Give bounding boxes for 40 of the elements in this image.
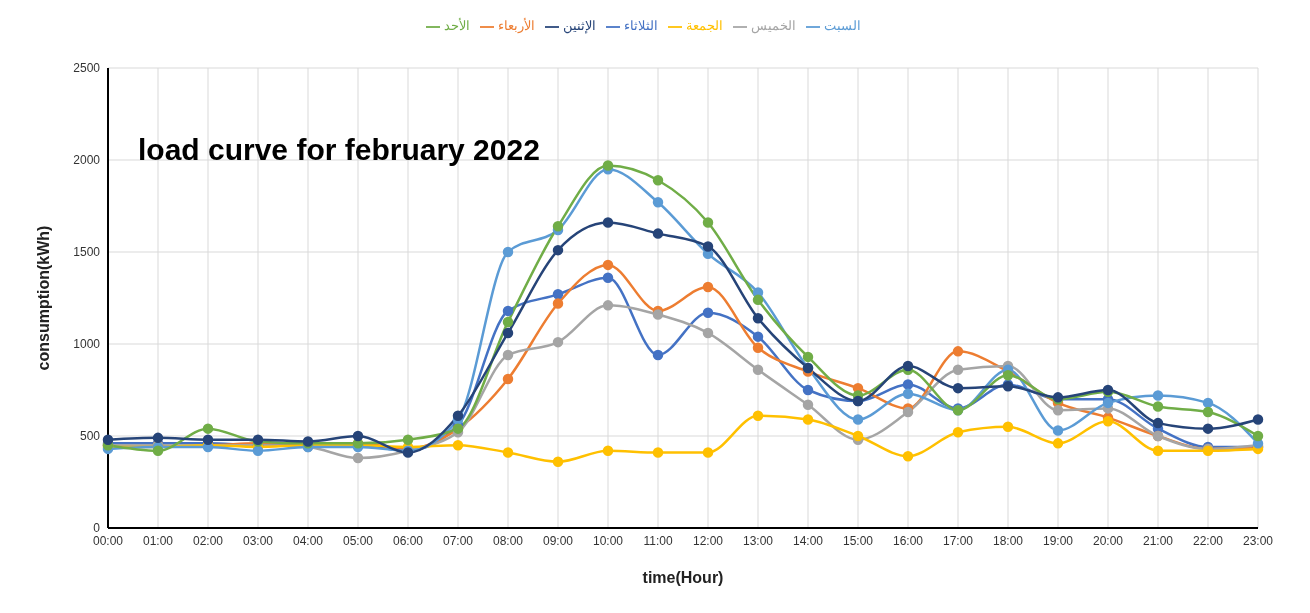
legend-label: الثلاثاء xyxy=(623,18,658,33)
x-tick-label: 01:00 xyxy=(142,533,174,548)
text: load curve for february 2022 xyxy=(138,133,540,167)
y-tick-label: 1500 xyxy=(73,245,101,260)
x-tick-label: 22:00 xyxy=(1192,533,1224,548)
x-tick-label: 04:00 xyxy=(292,533,324,548)
y-tick-label: 500 xyxy=(79,429,101,444)
x-tick-label: 06:00 xyxy=(392,533,424,548)
legend-label: الأحد xyxy=(443,18,470,33)
x-tick-label: 23:00 xyxy=(1242,533,1274,548)
y-axis-title: consumption(kWh) xyxy=(34,225,52,371)
legend-label: الإثنين xyxy=(562,18,596,33)
y-tick-label: 1000 xyxy=(73,337,101,352)
x-tick-label: 17:00 xyxy=(942,533,974,548)
x-tick-label: 13:00 xyxy=(742,533,774,548)
x-tick-label: 19:00 xyxy=(1042,533,1074,548)
y-tick-label: 0 xyxy=(93,521,101,536)
x-axis-title: time(Hour) xyxy=(642,569,724,586)
x-tick-label: 00:00 xyxy=(92,533,124,548)
x-tick-label: 16:00 xyxy=(892,533,924,548)
y-tick-label: 2000 xyxy=(73,153,101,168)
legend-label: الأربعاء xyxy=(497,18,535,33)
x-tick-label: 15:00 xyxy=(842,533,874,548)
x-tick-label: 10:00 xyxy=(592,533,624,548)
y-tick-label: 2500 xyxy=(73,61,101,76)
legend-label: الخميس xyxy=(750,18,796,33)
x-tick-label: 02:00 xyxy=(192,533,224,548)
x-tick-label: 08:00 xyxy=(492,533,524,548)
x-tick-label: 07:00 xyxy=(442,533,474,548)
x-tick-label: 09:00 xyxy=(542,533,574,548)
x-tick-label: 05:00 xyxy=(342,533,374,548)
x-tick-label: 11:00 xyxy=(643,533,673,548)
x-tick-label: 20:00 xyxy=(1092,533,1124,548)
x-tick-label: 03:00 xyxy=(242,533,274,548)
x-tick-label: 14:00 xyxy=(792,533,824,548)
legend-label: السبت xyxy=(823,18,861,33)
x-tick-label: 18:00 xyxy=(992,533,1024,548)
x-tick-label: 12:00 xyxy=(692,533,724,548)
x-tick-label: 21:00 xyxy=(1142,533,1174,548)
legend-label: الجمعة xyxy=(685,18,723,33)
